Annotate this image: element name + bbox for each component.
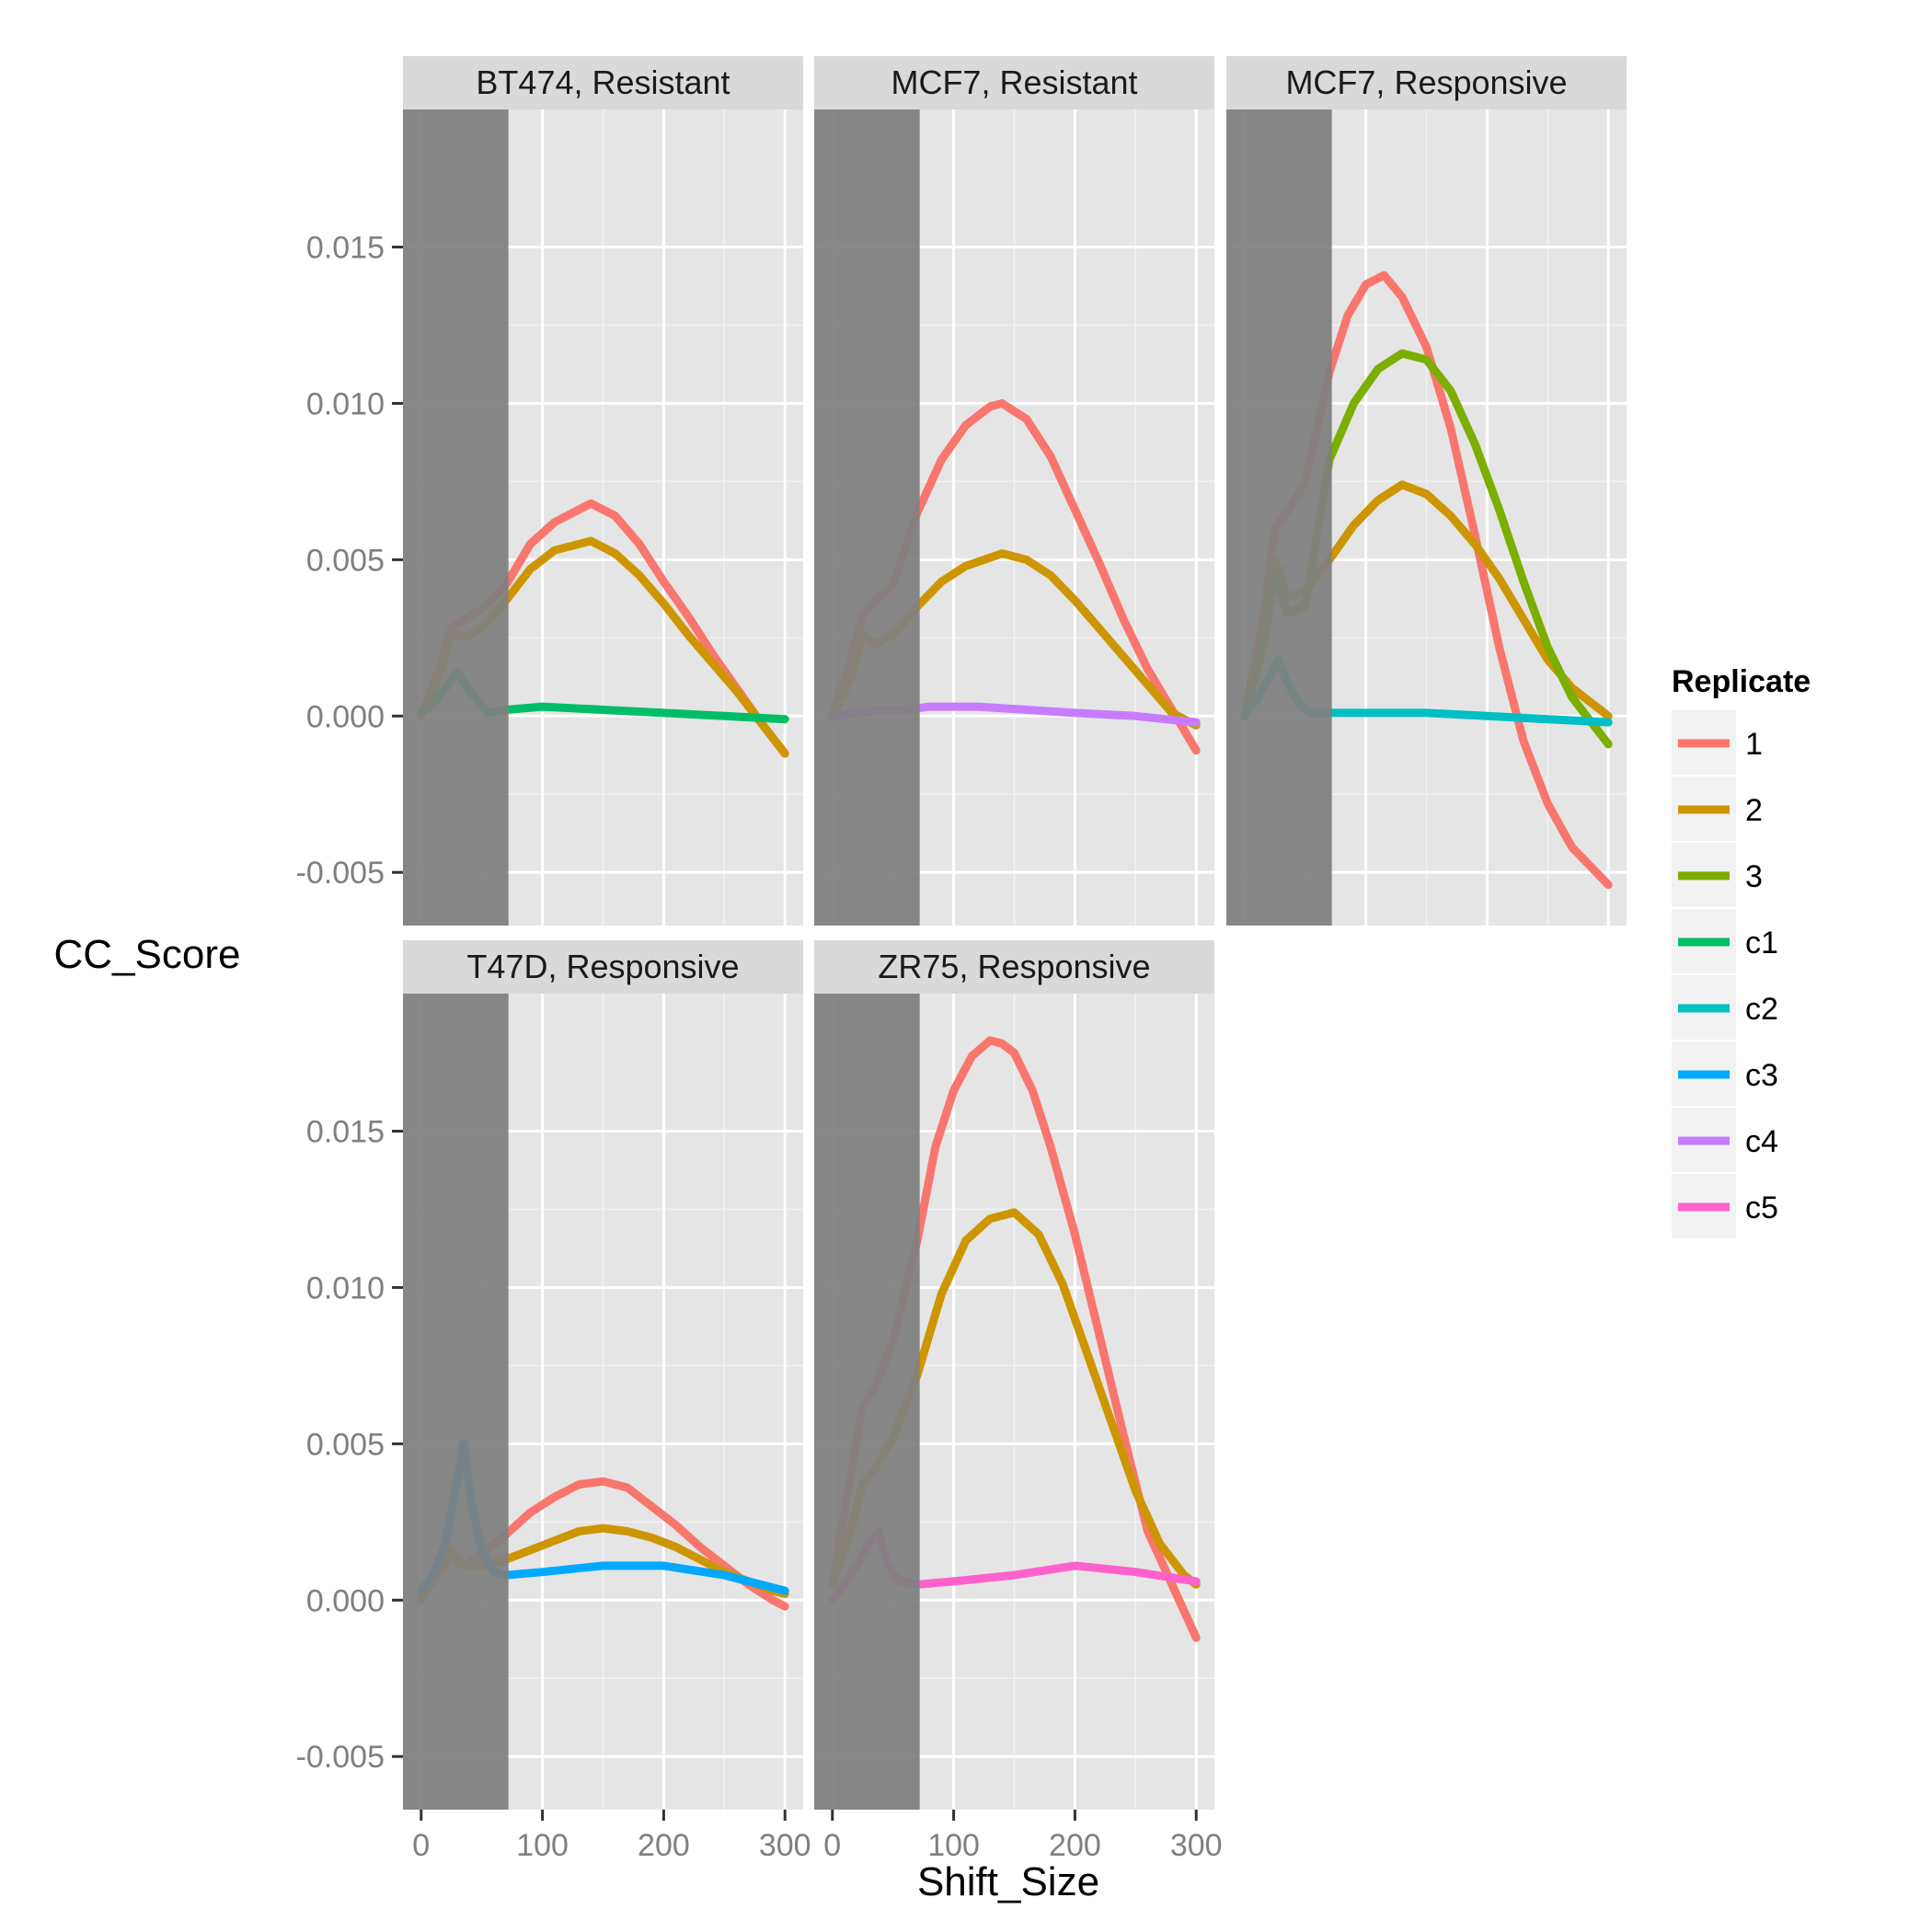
legend-label: 3 xyxy=(1745,859,1763,894)
y-tick-label: 0.015 xyxy=(306,1115,385,1150)
legend-label: c3 xyxy=(1745,1058,1778,1093)
legend-item: c4 xyxy=(1672,1108,1778,1172)
facet-strip xyxy=(403,56,803,109)
facet-panel: BT474, Resistant xyxy=(403,56,803,926)
legend-item: 2 xyxy=(1672,776,1763,841)
x-tick-label: 0 xyxy=(823,1828,841,1863)
facet-panel: T47D, Responsive xyxy=(403,940,803,1810)
x-axis-layer: 0 100 200 300 0 100 200 300 xyxy=(412,1810,1223,1863)
x-tick-label: 100 xyxy=(516,1828,569,1863)
legend-title: Replicate xyxy=(1672,664,1811,699)
facet-panel: ZR75, Responsive xyxy=(814,940,1214,1810)
legend-label: 1 xyxy=(1745,727,1763,762)
y-tick-label: 0.000 xyxy=(306,699,385,734)
shaded-region xyxy=(814,994,920,1810)
facet-title: T47D, Responsive xyxy=(466,948,739,985)
facet-title: MCF7, Responsive xyxy=(1285,63,1567,101)
legend-label: c5 xyxy=(1745,1190,1778,1225)
y-tick-label: 0.010 xyxy=(306,386,385,421)
facet-strip xyxy=(814,56,1214,109)
x-tick-label: 200 xyxy=(638,1828,690,1863)
y-tick-label: 0.005 xyxy=(306,543,385,578)
facet-strip xyxy=(403,940,803,994)
legend-label: 2 xyxy=(1745,793,1763,828)
panels-layer: BT474, Resistant MCF7, Resistant MCF7, Res… xyxy=(403,56,1627,1810)
shaded-region xyxy=(403,994,509,1810)
legend-label: c4 xyxy=(1745,1124,1778,1159)
y-tick-label: 0.000 xyxy=(306,1583,385,1618)
x-tick-label: 200 xyxy=(1049,1828,1101,1863)
legend-item: c3 xyxy=(1672,1041,1778,1106)
legend-item: c5 xyxy=(1672,1174,1778,1238)
facet-title: MCF7, Resistant xyxy=(891,63,1137,101)
legend-item: 3 xyxy=(1672,843,1763,907)
x-tick-label: 0 xyxy=(412,1828,430,1863)
x-tick-label: 100 xyxy=(927,1828,980,1863)
facet-title: BT474, Resistant xyxy=(476,63,730,101)
x-tick-label: 300 xyxy=(759,1828,811,1863)
y-tick-label: 0.010 xyxy=(306,1271,385,1305)
facet-panel: MCF7, Responsive xyxy=(1226,56,1627,926)
y-tick-label: -0.005 xyxy=(296,1740,385,1775)
y-tick-label: -0.005 xyxy=(296,856,385,891)
x-tick-label: 300 xyxy=(1170,1828,1223,1863)
shaded-region xyxy=(814,109,920,926)
facet-title: ZR75, Responsive xyxy=(878,948,1150,985)
facet-strip xyxy=(814,940,1214,994)
y-axis-title: CC_Score xyxy=(54,932,241,977)
legend: Replicate 1 2 3 c1 c2 c3 c4 c5 xyxy=(1672,664,1811,1238)
legend-label: c2 xyxy=(1745,992,1778,1027)
facet-strip xyxy=(1226,56,1627,109)
y-tick-label: 0.015 xyxy=(306,231,385,266)
x-axis-title: Shift_Size xyxy=(917,1859,1099,1904)
shaded-region xyxy=(1226,109,1332,926)
facet-panel: MCF7, Resistant xyxy=(814,56,1214,926)
legend-item: c1 xyxy=(1672,909,1778,973)
shaded-region xyxy=(403,109,509,926)
legend-item: c2 xyxy=(1672,975,1778,1040)
legend-label: c1 xyxy=(1745,926,1778,960)
legend-item: 1 xyxy=(1672,710,1763,775)
y-axis-layer: -0.005 0.000 0.005 0.010 0.015 -0.005 0.000 0.0… xyxy=(296,231,403,1775)
y-tick-label: 0.005 xyxy=(306,1427,385,1462)
